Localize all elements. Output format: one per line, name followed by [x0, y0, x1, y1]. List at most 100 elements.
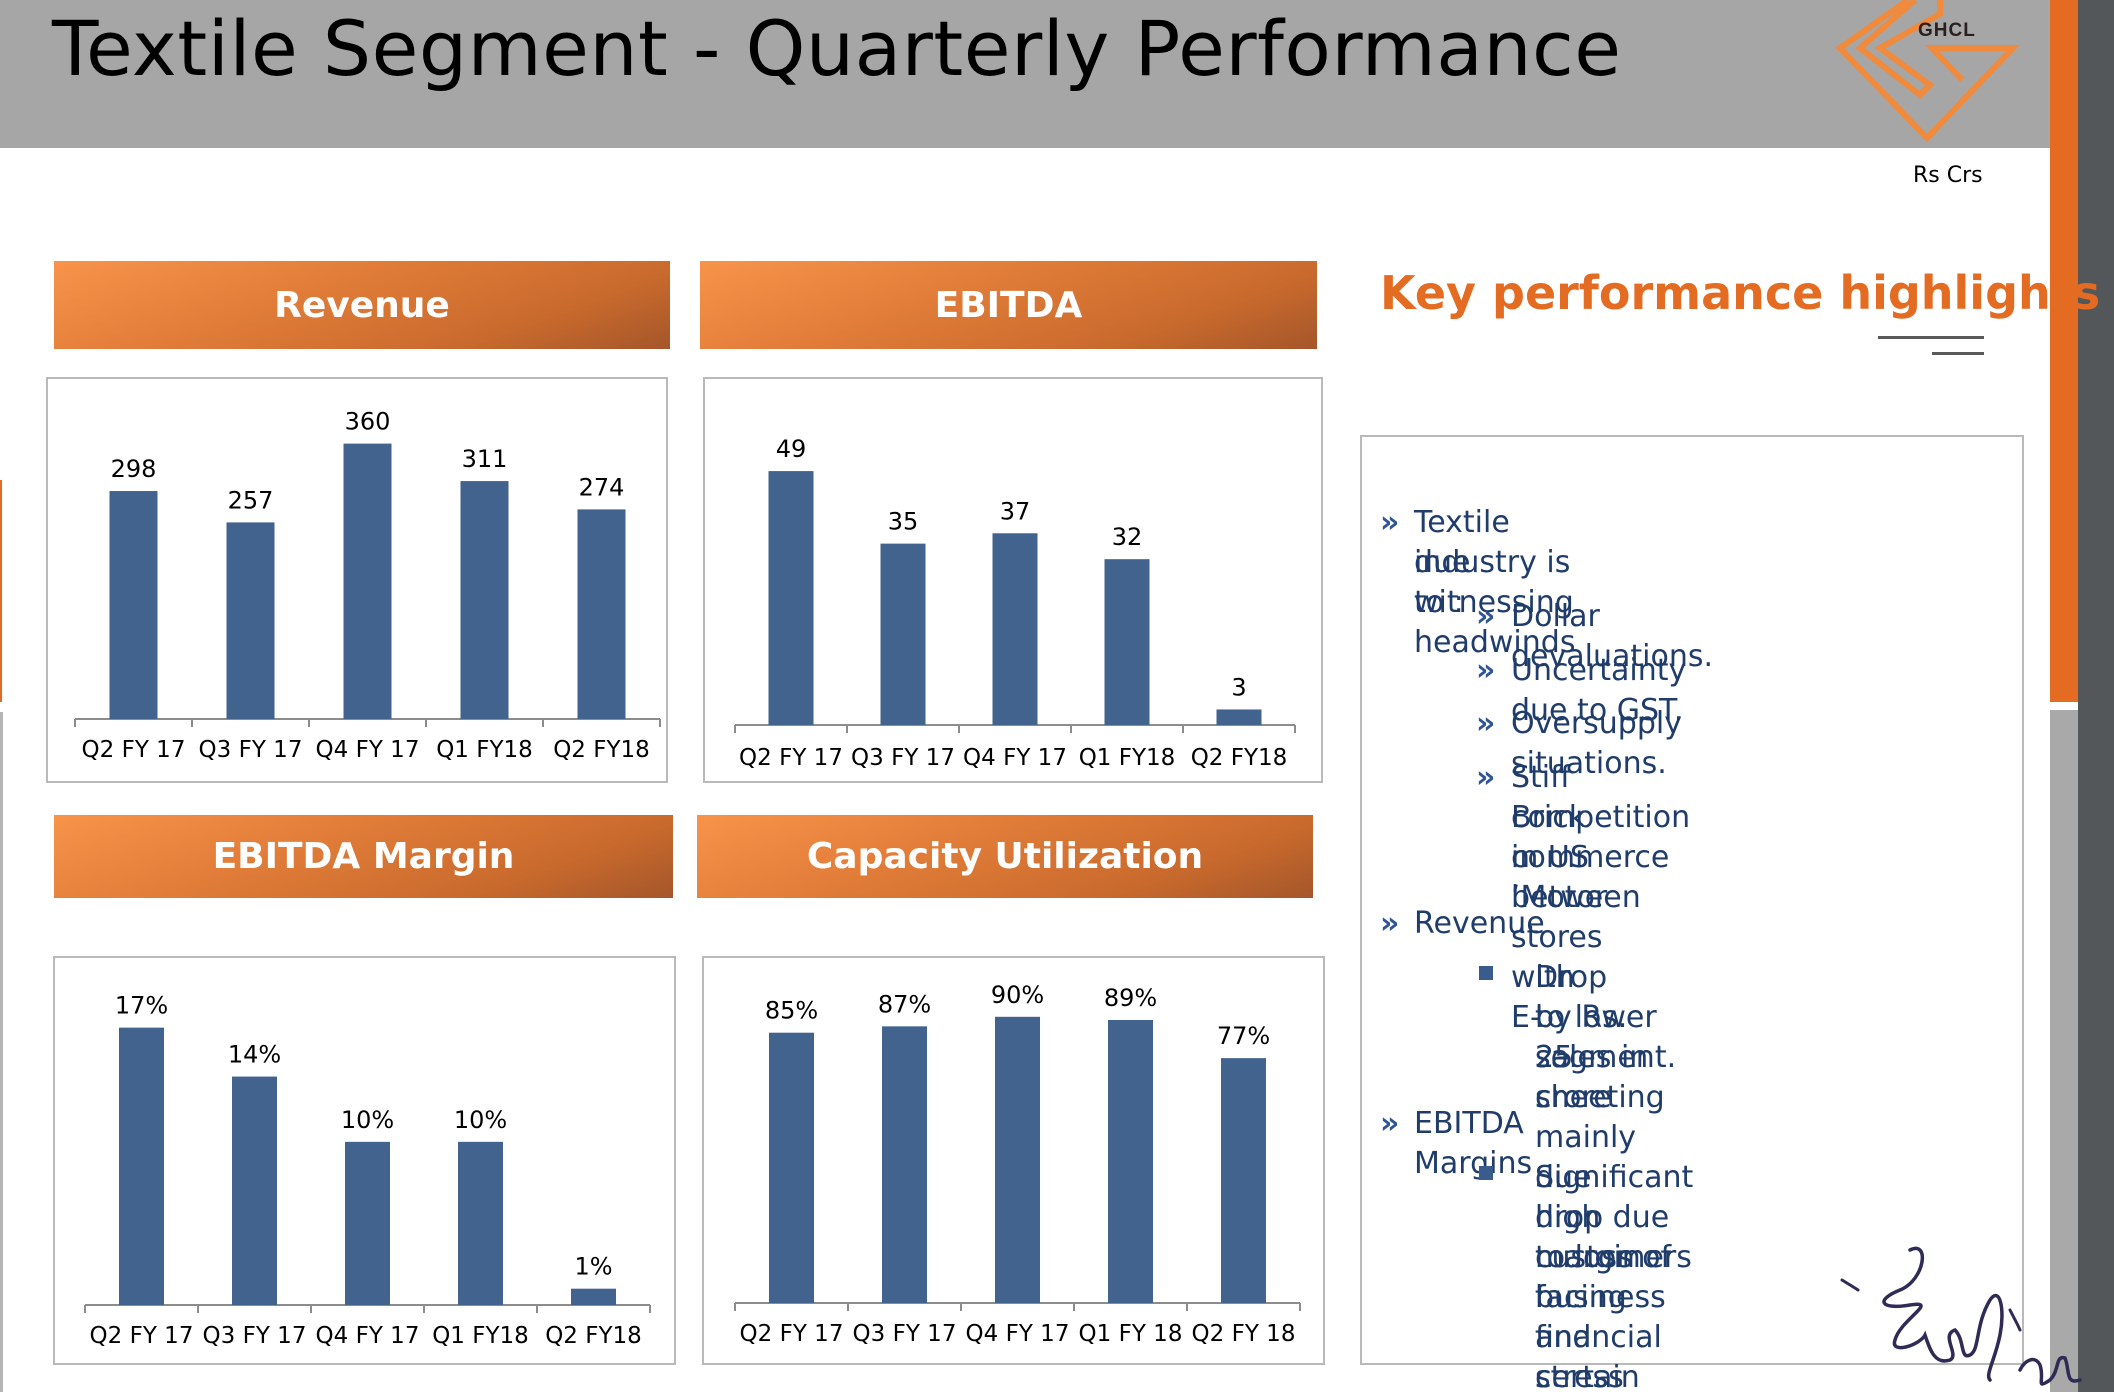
ebitda-category-label: Q4 FY 17 — [963, 745, 1067, 771]
ebitda-margin-category-label: Q1 FY18 — [432, 1323, 529, 1349]
chevron-bullet-icon: » — [1476, 653, 1496, 688]
highlight-subitem: Drop by Rs. 25 crore mainly due — [1535, 960, 1637, 1195]
capacity-utilization-bar — [1108, 1019, 1153, 1303]
chevron-bullet-icon: » — [1476, 760, 1496, 795]
highlight-subitem-cont: customers facing financial stress — [1535, 1240, 1692, 1395]
revenue-value-label: 257 — [228, 486, 274, 514]
ebitda-chart-svg: 49 Q2 FY 17 35 Q3 FY 17 37 Q4 FY 17 32 Q1 FY18 3… — [734, 435, 1296, 771]
ebitda-margin-value-label: 14% — [228, 1041, 281, 1069]
capacity-utilization-bar — [882, 1026, 927, 1303]
capacity-utilization-header-band: Capacity Utilization — [697, 815, 1313, 898]
ebitda-margin-bar — [571, 1288, 616, 1305]
ebitda-value-label: 37 — [1000, 497, 1031, 525]
highlight-subitem-cont: to lower sales in sheeting — [1535, 1000, 1665, 1115]
ebitda-margin-value-label: 1% — [574, 1253, 612, 1281]
ebitda-margin-category-label: Q4 FY 17 — [316, 1323, 420, 1349]
ebitda-margin-bar — [232, 1076, 277, 1305]
square-bullet-icon — [1479, 1166, 1493, 1180]
revenue-value-label: 274 — [579, 473, 625, 501]
revenue-bar — [577, 509, 626, 719]
handwritten-signature-icon — [1840, 1246, 2082, 1386]
revenue-category-label: Q2 FY18 — [553, 737, 650, 763]
chevron-bullet-icon: » — [1476, 599, 1496, 634]
revenue-value-label: 311 — [462, 445, 508, 473]
revenue-bar — [343, 443, 392, 719]
capacity-utilization-value-label: 87% — [878, 990, 931, 1018]
units-label: Rs Crs — [1913, 163, 1983, 188]
capacity-utilization-category-label: Q4 FY 17 — [966, 1321, 1070, 1347]
highlight-subitem: Dollar devaluations. — [1511, 599, 1714, 674]
chevron-bullet-icon: » — [1380, 505, 1400, 540]
ebitda-category-label: Q3 FY 17 — [851, 745, 955, 771]
revenue-bar — [460, 481, 509, 719]
highlights-panel — [1360, 435, 2024, 1365]
highlights-title-underline-short — [1932, 352, 1984, 355]
ebitda-margin-category-label: Q3 FY 17 — [203, 1323, 307, 1349]
ebitda-margin-chart: 17% Q2 FY 17 14% Q3 FY 17 10% Q4 FY 17 10% Q1 F… — [53, 956, 676, 1365]
revenue-category-label: Q1 FY18 — [436, 737, 533, 763]
ebitda-margin-header-band: EBITDA Margin — [54, 815, 673, 898]
highlight-subitem: Stiff competition in US between — [1511, 760, 1691, 915]
capacity-utilization-chart-svg: 85% Q2 FY 17 87% Q3 FY 17 90% Q4 FY 17 89% Q1 F… — [734, 981, 1301, 1347]
ebitda-margin-category-label: Q2 FY 17 — [90, 1323, 194, 1349]
ebitda-header-band: EBITDA — [700, 261, 1317, 349]
left-accent-sliver-gray — [0, 712, 3, 1392]
capacity-utilization-category-label: Q1 FY 18 — [1079, 1321, 1183, 1347]
ebitda-category-label: Q1 FY18 — [1079, 745, 1176, 771]
ebitda-margin-chart-svg: 17% Q2 FY 17 14% Q3 FY 17 10% Q4 FY 17 10% Q1 F… — [84, 992, 651, 1349]
ebitda-title: EBITDA — [934, 284, 1083, 326]
ebitda-chart: 49 Q2 FY 17 35 Q3 FY 17 37 Q4 FY 17 32 Q1 FY18 3… — [703, 377, 1323, 783]
ebitda-margin-category-label: Q2 FY18 — [545, 1323, 642, 1349]
capacity-utilization-bar — [1221, 1058, 1266, 1303]
capacity-utilization-category-label: Q2 FY 17 — [740, 1321, 844, 1347]
capacity-utilization-value-label: 89% — [1104, 984, 1157, 1012]
page-title: Textile Segment - Quarterly Performance — [52, 4, 1622, 93]
square-bullet-icon — [1479, 966, 1493, 980]
highlights-title-underline — [1878, 336, 1984, 339]
ebitda-margin-value-label: 10% — [341, 1106, 394, 1134]
ebitda-value-label: 35 — [888, 508, 919, 536]
capacity-utilization-value-label: 90% — [991, 981, 1044, 1009]
highlight-subitem-cont: segment. — [1535, 1040, 1677, 1075]
highlight-subitem: Oversupply situations. — [1511, 706, 1682, 781]
revenue-header-band: Revenue — [54, 261, 670, 349]
capacity-utilization-title: Capacity Utilization — [806, 836, 1204, 877]
revenue-category-label: Q2 FY 17 — [82, 737, 186, 763]
ebitda-margin-bar — [345, 1141, 390, 1305]
chevron-bullet-icon: » — [1380, 906, 1400, 941]
right-accent-bar-gray — [2050, 710, 2078, 1392]
highlight-item: EBITDA Margins — [1414, 1106, 1533, 1181]
ebitda-bar — [1216, 709, 1262, 725]
capacity-utilization-category-label: Q3 FY 17 — [853, 1321, 957, 1347]
ebitda-margin-bar — [458, 1141, 503, 1305]
revenue-chart-svg: 298 Q2 FY 17 257 Q3 FY 17 360 Q4 FY 17 311 Q1 F… — [74, 408, 661, 763]
ghcl-logo-icon — [1835, 0, 2020, 143]
capacity-utilization-value-label: 77% — [1217, 1022, 1270, 1050]
capacity-utilization-chart: 85% Q2 FY 17 87% Q3 FY 17 90% Q4 FY 17 89% Q1 F… — [702, 956, 1325, 1365]
revenue-bar — [109, 491, 158, 719]
highlight-subitem: Uncertainty due to GST. — [1511, 653, 1687, 728]
revenue-value-label: 298 — [111, 455, 157, 483]
window-edge-strip — [2078, 0, 2114, 1392]
ebitda-bar — [992, 533, 1038, 725]
ebitda-value-label: 49 — [776, 435, 807, 463]
revenue-category-label: Q4 FY 17 — [316, 737, 420, 763]
capacity-utilization-bar — [995, 1016, 1040, 1303]
highlight-item-cont: due to : — [1414, 545, 1471, 620]
highlights-title: Key performance highlights — [1380, 266, 2101, 320]
ebitda-category-label: Q2 FY 17 — [739, 745, 843, 771]
highlight-item: Revenue — [1414, 906, 1545, 941]
revenue-title: Revenue — [274, 284, 450, 326]
ebitda-value-label: 32 — [1112, 523, 1143, 551]
title-bar — [0, 0, 2050, 148]
ebitda-margin-bar — [119, 1027, 164, 1305]
revenue-category-label: Q3 FY 17 — [199, 737, 303, 763]
revenue-value-label: 360 — [345, 408, 391, 436]
right-accent-bar-orange — [2050, 0, 2078, 702]
ebitda-margin-value-label: 10% — [454, 1106, 507, 1134]
ebitda-bar — [768, 471, 814, 725]
ebitda-margin-title: EBITDA Margin — [212, 836, 515, 877]
highlight-subitem: Significant drop due to loss of — [1535, 1160, 1694, 1275]
revenue-chart: 298 Q2 FY 17 257 Q3 FY 17 360 Q4 FY 17 311 Q1 F… — [46, 377, 668, 783]
ebitda-margin-value-label: 17% — [115, 992, 168, 1020]
